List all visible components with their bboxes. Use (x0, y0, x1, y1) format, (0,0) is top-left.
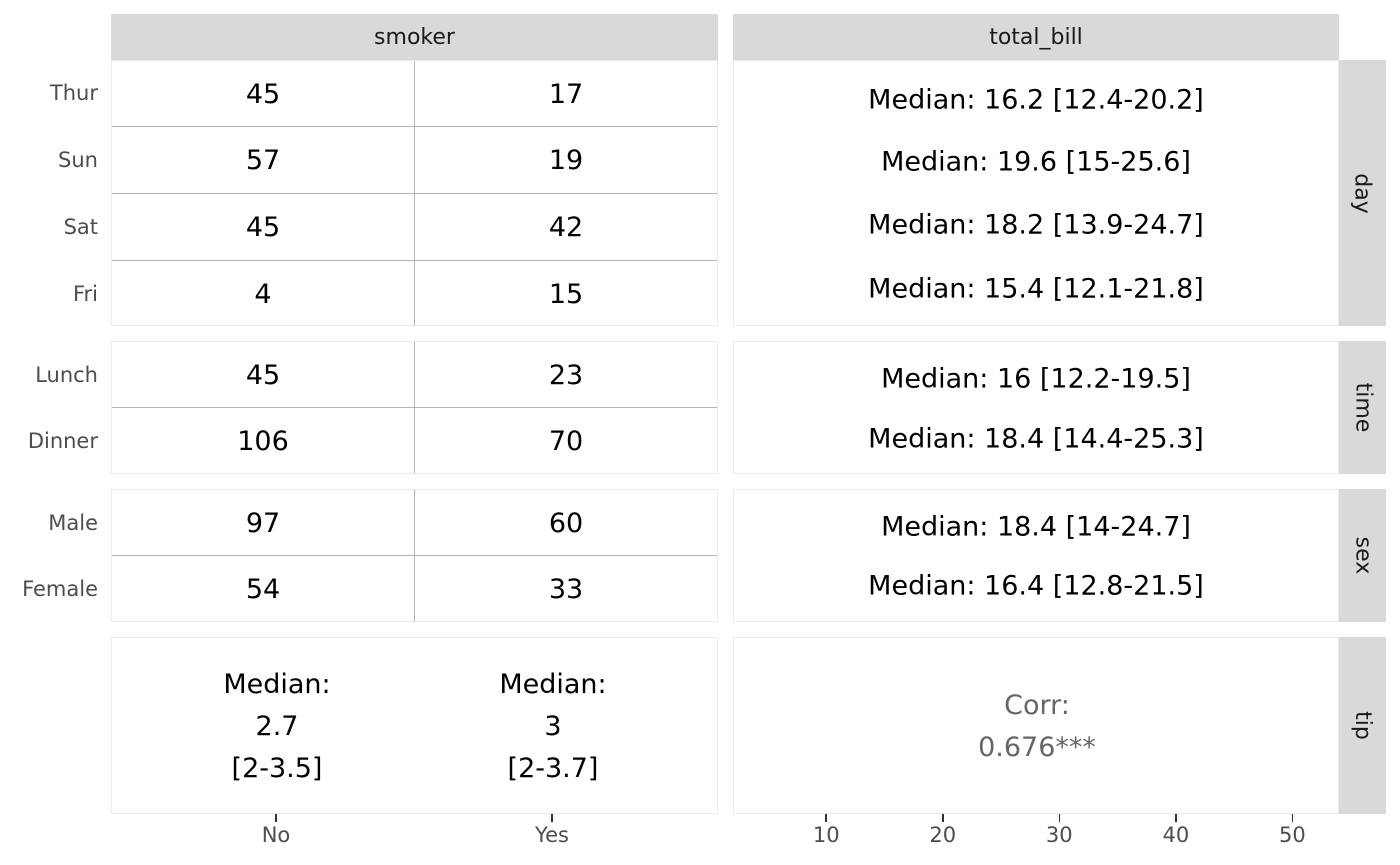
strip-total-bill-label: total_bill (989, 24, 1083, 50)
strip-day: day (1339, 60, 1386, 326)
count-cell: 45 (245, 78, 281, 110)
strip-day-label: day (1350, 172, 1375, 214)
x-tick-label-total-bill-20: 20 (929, 823, 957, 847)
x-tick-label-total-bill-30: 30 (1045, 823, 1073, 847)
count-cell: 15 (548, 278, 584, 310)
x-tick-no (275, 814, 277, 822)
panel-tip-smoker: Median: 2.7 [2-3.5] Median: 3 [2-3.7] (111, 637, 718, 814)
strip-smoker-label: smoker (374, 24, 455, 50)
tip-median-no-line: Median: (223, 669, 331, 700)
total-bill-median: Median: 18.2 [13.9-24.7] (868, 209, 1204, 241)
tip-median-yes-line: [2-3.7] (507, 753, 599, 784)
correlation-text: Corr: 0.676*** (978, 685, 1096, 769)
correlation-label: Corr: (1004, 690, 1070, 721)
x-tick-yes (551, 814, 553, 822)
strip-tip-label: tip (1349, 711, 1375, 740)
tip-median-yes-line: 3 (544, 711, 562, 742)
count-cell: 23 (548, 359, 584, 391)
panel-sex-total-bill: Median: 18.4 [14-24.7] Median: 16.4 [12.… (733, 489, 1339, 622)
x-tick-total-bill-50 (1291, 814, 1294, 822)
panel-day-total-bill: Median: 16.2 [12.4-20.2] Median: 19.6 [1… (733, 60, 1339, 326)
row-divider (112, 407, 717, 408)
count-cell: 45 (245, 212, 281, 243)
panel-tip-total-bill: Corr: 0.676*** (733, 637, 1339, 814)
count-cell: 19 (548, 145, 584, 176)
panel-time-total-bill: Median: 16 [12.2-19.5] Median: 18.4 [14.… (733, 341, 1339, 474)
x-tick-label-total-bill-10: 10 (812, 823, 840, 847)
strip-sex-label: sex (1349, 536, 1375, 575)
count-cell: 60 (548, 507, 584, 539)
total-bill-median: Median: 16.4 [12.8-21.5] (868, 570, 1204, 602)
tip-median-no: Median: 2.7 [2-3.5] (223, 664, 330, 790)
tip-median-yes: Median: 3 [2-3.7] (499, 664, 606, 790)
x-tick-total-bill-20 (942, 814, 944, 822)
total-bill-median: Median: 18.4 [14.4-25.3] (868, 423, 1204, 455)
count-cell: 70 (548, 425, 584, 457)
panel-day-smoker: 45 17 57 19 45 42 4 15 (111, 60, 718, 326)
strip-sex: sex (1339, 489, 1386, 622)
row-label-female: Female (22, 577, 98, 601)
strip-time-label: time (1350, 382, 1375, 433)
row-divider (112, 260, 717, 261)
x-tick-label-total-bill-50: 50 (1279, 823, 1306, 847)
x-tick-total-bill-40 (1175, 814, 1177, 822)
row-label-fri: Fri (72, 282, 98, 306)
panel-sex-smoker: 97 60 54 33 (111, 489, 718, 622)
row-divider (112, 555, 717, 556)
strip-tip: tip (1339, 637, 1386, 814)
count-cell: 45 (245, 359, 281, 391)
total-bill-median: Median: 18.4 [14-24.7] (881, 511, 1191, 543)
count-cell: 17 (548, 78, 584, 110)
row-label-thur: Thur (49, 81, 98, 105)
row-label-lunch: Lunch (35, 363, 98, 387)
tip-median-no-line: 2.7 (255, 711, 299, 742)
strip-smoker: smoker (111, 14, 718, 60)
row-divider (112, 126, 717, 127)
strip-time: time (1339, 341, 1386, 474)
count-cell: 42 (548, 212, 584, 243)
count-cell: 33 (548, 573, 584, 605)
panel-time-smoker: 45 23 106 70 (111, 341, 718, 474)
count-cell: 4 (254, 278, 272, 310)
row-label-sat: Sat (63, 215, 98, 239)
total-bill-median: Median: 15.4 [12.1-21.8] (868, 273, 1204, 305)
count-cell: 106 (237, 425, 289, 457)
tip-median-yes-line: Median: (499, 669, 607, 700)
x-tick-total-bill-10 (825, 814, 827, 822)
x-tick-label-yes: Yes (535, 823, 569, 847)
correlation-value: 0.676*** (978, 732, 1096, 763)
total-bill-median: Median: 19.6 [15-25.6] (881, 146, 1191, 178)
total-bill-median: Median: 16 [12.2-19.5] (881, 363, 1191, 395)
count-cell: 54 (245, 573, 281, 605)
count-cell: 97 (245, 507, 281, 539)
x-tick-label-total-bill-40: 40 (1162, 823, 1190, 847)
row-divider (112, 193, 717, 194)
total-bill-median: Median: 16.2 [12.4-20.2] (868, 84, 1204, 116)
x-tick-total-bill-30 (1058, 814, 1061, 822)
tip-median-no-line: [2-3.5] (231, 753, 323, 784)
x-tick-label-no: No (261, 823, 291, 847)
count-cell: 57 (245, 145, 281, 176)
row-label-sun: Sun (58, 148, 98, 172)
row-label-male: Male (48, 511, 98, 535)
x-axis-total-bill: 10 20 30 40 50 (733, 814, 1339, 854)
strip-total-bill: total_bill (733, 14, 1339, 60)
row-label-dinner: Dinner (27, 429, 98, 453)
